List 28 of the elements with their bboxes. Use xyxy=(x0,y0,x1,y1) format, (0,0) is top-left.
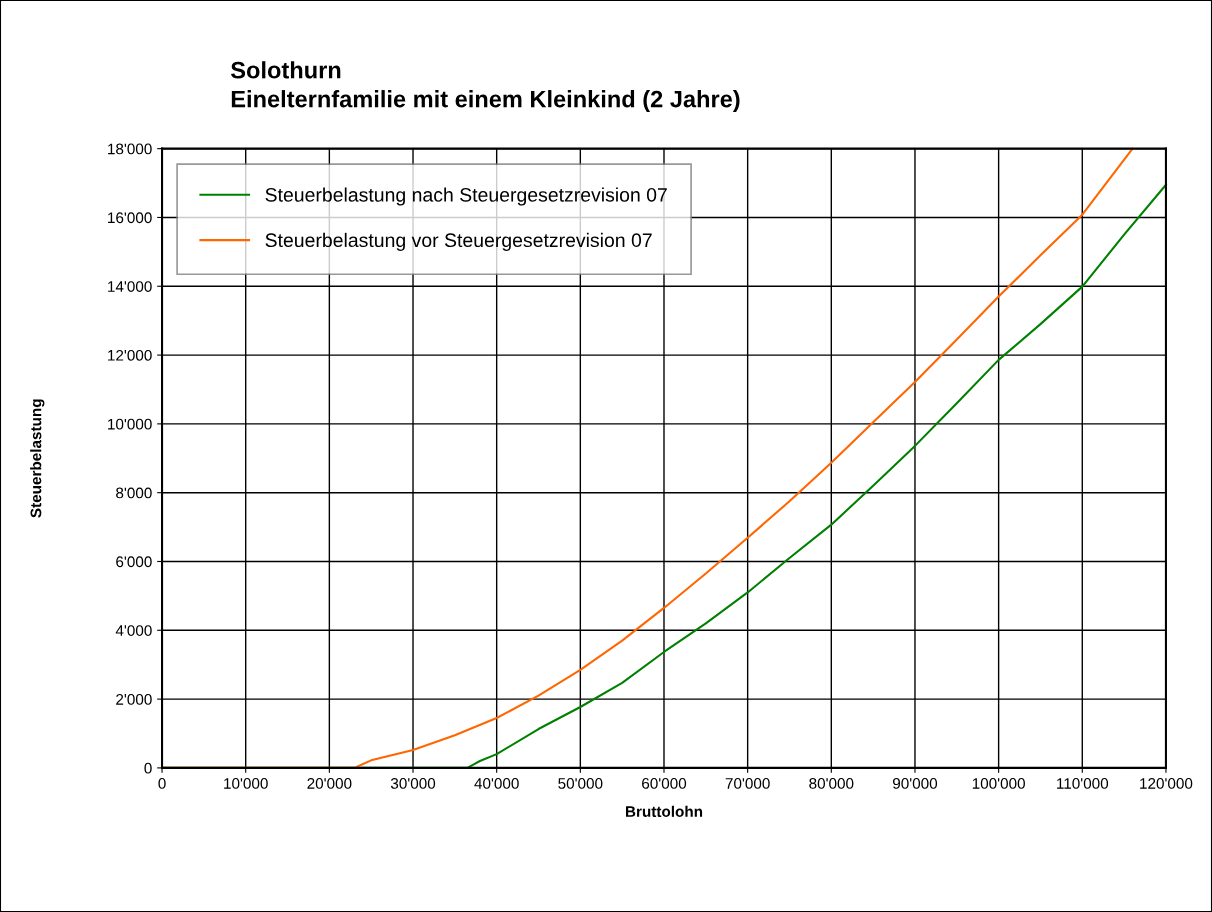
y-tick-label: 2'000 xyxy=(116,693,152,705)
x-tick-label: 0 xyxy=(158,778,166,789)
legend-label: Steuerbelastung vor Steuergesetzrevision 07 xyxy=(265,232,652,251)
y-tick-label: 18'000 xyxy=(108,143,152,155)
x-tick-label: 30'000 xyxy=(390,778,436,789)
x-tick-label: 90'000 xyxy=(892,778,938,789)
x-tick-label: 80'000 xyxy=(809,778,854,789)
x-tick-label: 50'000 xyxy=(558,778,603,789)
y-tick-label: 0 xyxy=(144,762,152,774)
legend-label: Steuerbelastung nach Steuergesetzrevision 07 xyxy=(265,187,667,206)
x-tick-label: 100'000 xyxy=(972,778,1025,789)
x-tick-label: 110'000 xyxy=(1057,778,1109,789)
x-tick-label: 70'000 xyxy=(725,778,770,789)
y-tick-label: 10'000 xyxy=(108,418,152,430)
chart-title: Solothurn Einelternfamilie mit einem Kleinkind (2 Jahre) xyxy=(230,61,740,113)
x-tick-label: 40'000 xyxy=(474,778,519,789)
y-tick-label: 16'000 xyxy=(108,212,152,224)
x-tick-label: 60'000 xyxy=(642,778,687,789)
x-tick-label: 10'000 xyxy=(224,778,268,789)
y-tick-label: 8'000 xyxy=(116,487,152,499)
y-axis-title: Steuerbelastung xyxy=(30,399,45,518)
y-tick-label: 6'000 xyxy=(116,556,152,568)
x-axis-title: Bruttolohn xyxy=(625,805,703,817)
y-tick-label: 4'000 xyxy=(115,625,152,636)
y-tick-label: 12'000 xyxy=(108,349,152,361)
x-tick-label: 120'000 xyxy=(1140,778,1193,789)
y-tick-label: 14'000 xyxy=(108,281,152,292)
x-tick-label: 20'000 xyxy=(307,778,352,789)
